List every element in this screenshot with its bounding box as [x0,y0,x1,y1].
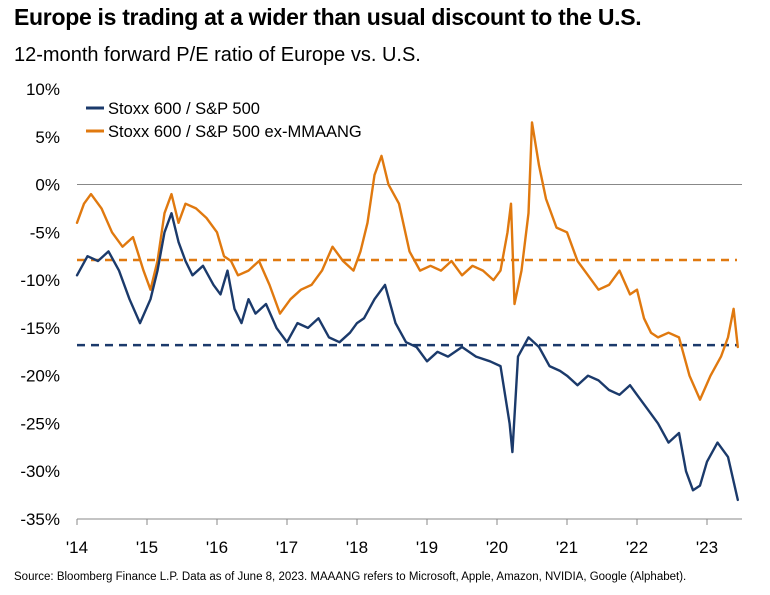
y-tick-label: -35% [20,510,60,529]
source-note: Source: Bloomberg Finance L.P. Data as o… [14,571,687,583]
y-tick-label: -5% [30,223,60,242]
line-chart: 10%5%0%-5%-10%-15%-20%-25%-30%-35% '14'1… [20,80,742,557]
y-tick-label: -10% [20,271,60,290]
series-lines [75,121,739,502]
legend-label-ex-mmaang: Stoxx 600 / S&P 500 ex-MMAANG [108,123,362,141]
chart-subtitle: 12-month forward P/E ratio of Europe vs.… [14,44,421,66]
y-tick-label: -30% [20,462,60,481]
x-axis-ticks: '14 '15 '16 '17 '18 '19 '20 '21 '22 '23 [66,519,718,557]
y-tick-label: -25% [20,414,60,433]
x-tick-label: '19 [416,538,438,557]
x-tick-label: '15 [136,538,158,557]
x-tick-label: '23 [696,538,718,557]
legend: Stoxx 600 / S&P 500 Stoxx 600 / S&P 500 e… [86,100,362,141]
x-tick-label: '16 [206,538,228,557]
series-line-ex-mmaang [75,121,739,401]
legend-label-stoxx-sp500: Stoxx 600 / S&P 500 [108,100,260,118]
y-tick-label: -15% [20,319,60,338]
x-tick-label: '21 [556,538,578,557]
x-tick-label: '18 [346,538,368,557]
series-line-stoxx-sp500 [75,212,739,502]
x-tick-label: '22 [626,538,648,557]
y-tick-label: 10% [26,80,60,99]
average-lines [77,258,737,347]
x-tick-label: '14 [66,538,88,557]
x-tick-label: '17 [276,538,298,557]
y-axis-ticks: 10% 5% 0% -5% -10% -15% -20% -25% -30% -35% [20,80,60,529]
x-tick-label: '20 [486,538,508,557]
y-tick-label: 5% [35,128,60,147]
chart-title: Europe is trading at a wider than usual … [14,4,642,30]
y-tick-label: -20% [20,367,60,386]
y-tick-label: 0% [35,176,60,195]
